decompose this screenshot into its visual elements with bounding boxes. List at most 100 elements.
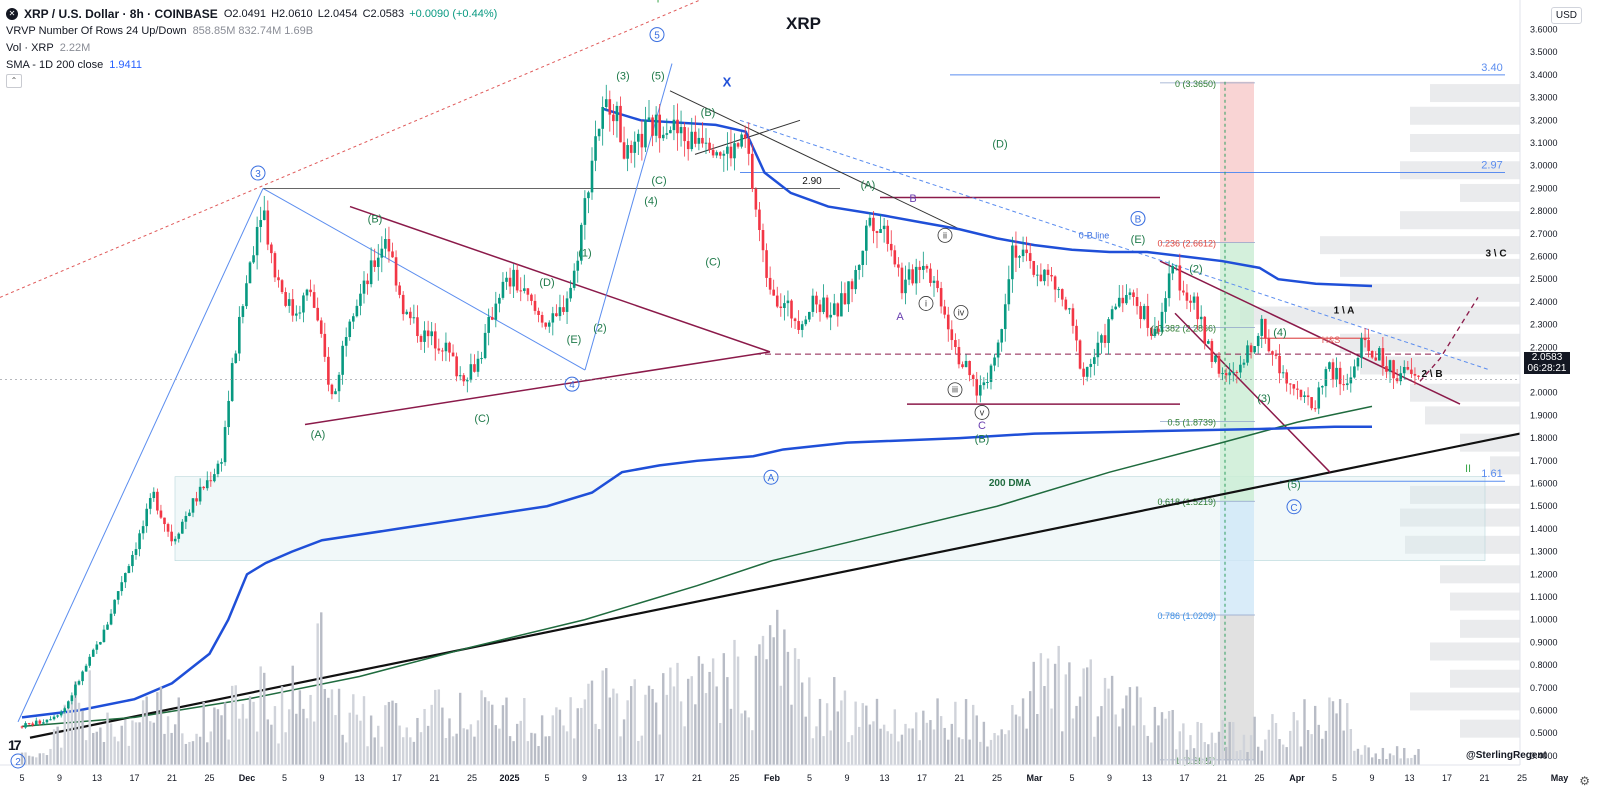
volume-bar — [922, 710, 925, 765]
candle-body — [747, 138, 751, 154]
candle-body — [184, 515, 188, 522]
volume-bar — [608, 697, 612, 765]
volume-bar — [533, 733, 537, 765]
time-tick-label: 25 — [204, 773, 214, 783]
open-value: O2.0491 — [223, 8, 267, 20]
volume-bar — [950, 723, 954, 765]
wave-label: (3) — [616, 70, 629, 82]
time-tick-label: 17 — [1442, 773, 1452, 783]
volume-bar — [198, 736, 202, 765]
time-tick-label: 21 — [954, 773, 964, 783]
candle-body — [1353, 366, 1356, 378]
circled-wave-label: 2 — [15, 757, 21, 768]
volume-bar — [914, 712, 918, 765]
candle-body — [697, 137, 701, 144]
volume-bar — [1363, 745, 1367, 765]
candle-body — [1060, 289, 1064, 300]
volume-bar — [597, 729, 601, 765]
candle-body — [1068, 308, 1071, 310]
volume-bar — [1128, 687, 1132, 765]
candle-body — [1196, 296, 1199, 320]
candle-body — [612, 114, 615, 122]
volume-bar — [266, 719, 270, 765]
volume-bar — [907, 728, 911, 765]
volume-bar — [1057, 645, 1060, 765]
candle-body — [1189, 300, 1192, 303]
tradingview-logo-icon[interactable]: 17 — [8, 737, 22, 753]
last-price-tag: 2.0583 06:28:21 — [1524, 352, 1570, 374]
time-tick-label: 17 — [129, 773, 139, 783]
candle-body — [1328, 362, 1331, 370]
candle-body — [170, 531, 173, 542]
price-tick-label: 3.0000 — [1530, 161, 1558, 171]
volume-bar — [647, 685, 651, 765]
candle-body — [1207, 341, 1210, 344]
volume-bar — [868, 724, 872, 765]
volume-bar — [1349, 728, 1353, 765]
projection-arrow — [1419, 297, 1479, 382]
vrvp-row[interactable]: VRVP Number Of Rows 24 Up/Down 858.85M 8… — [6, 23, 499, 39]
volume-bar — [1338, 699, 1342, 765]
currency-selector[interactable]: USD — [1550, 7, 1582, 24]
extension-zone-box — [1220, 501, 1254, 616]
candle-body — [1199, 316, 1203, 320]
volume-bar — [1417, 749, 1420, 765]
volume-bar — [348, 712, 351, 765]
candle-body — [751, 153, 754, 189]
time-tick-label: 21 — [1217, 773, 1227, 783]
candle-body — [558, 307, 562, 317]
time-tick-label: 13 — [1404, 773, 1414, 783]
candle-body — [141, 526, 145, 534]
volume-bar — [1356, 748, 1360, 765]
candle-body — [601, 106, 604, 129]
volume-profile-bar — [1350, 283, 1520, 302]
xrp-logo-icon: ✕ — [6, 8, 18, 20]
volume-profile-bar — [1400, 508, 1520, 527]
candle-body — [159, 510, 163, 518]
candle-body — [508, 277, 512, 287]
candle-body — [42, 722, 45, 724]
candle-body — [1221, 373, 1224, 375]
candle-body — [1249, 345, 1253, 353]
price-tick-label: 2.9000 — [1530, 183, 1558, 193]
volume-row[interactable]: Vol · XRP 2.22M — [6, 40, 499, 56]
volume-profile-bar — [1320, 236, 1520, 255]
symbol-title[interactable]: XRP / U.S. Dollar · 8h · COINBASE — [24, 7, 218, 21]
candle-body — [373, 260, 376, 267]
roman-marker — [918, 296, 934, 311]
candle-body — [936, 280, 939, 289]
candle-body — [547, 322, 551, 327]
candle-body — [793, 318, 797, 322]
candle-body — [401, 294, 405, 315]
low-value: L2.0454 — [317, 8, 358, 20]
volume-profile-bar — [1460, 183, 1520, 202]
candle-body — [124, 573, 127, 583]
wave-label: (C) — [651, 175, 666, 187]
candle-body — [914, 266, 918, 284]
candle-body — [1374, 357, 1378, 361]
volume-bar — [1185, 749, 1189, 765]
volume-bar — [473, 736, 476, 765]
candle-body — [590, 160, 594, 193]
volume-bar — [961, 739, 964, 765]
sma-row[interactable]: SMA - 1D 200 close 1.9411 — [6, 57, 499, 73]
volume-bar — [893, 709, 897, 765]
volume-bar — [56, 726, 59, 765]
candle-body — [1071, 308, 1075, 326]
candle-body — [822, 297, 825, 313]
volume-bar — [740, 713, 743, 765]
gear-icon[interactable]: ⚙ — [1579, 774, 1590, 788]
volume-bar — [88, 670, 91, 765]
volume-bar — [1139, 697, 1142, 765]
volume-bar — [1267, 729, 1271, 765]
chart-title: XRP — [786, 14, 821, 33]
candle-body — [569, 287, 572, 299]
volume-profile-bar — [1410, 692, 1520, 711]
candle-body — [875, 231, 879, 233]
volume-bar — [498, 728, 501, 765]
collapse-legend-button[interactable]: ⌃ — [6, 74, 22, 88]
volume-bar — [676, 662, 679, 765]
volume-bar — [451, 736, 455, 765]
volume-bar — [220, 715, 223, 765]
